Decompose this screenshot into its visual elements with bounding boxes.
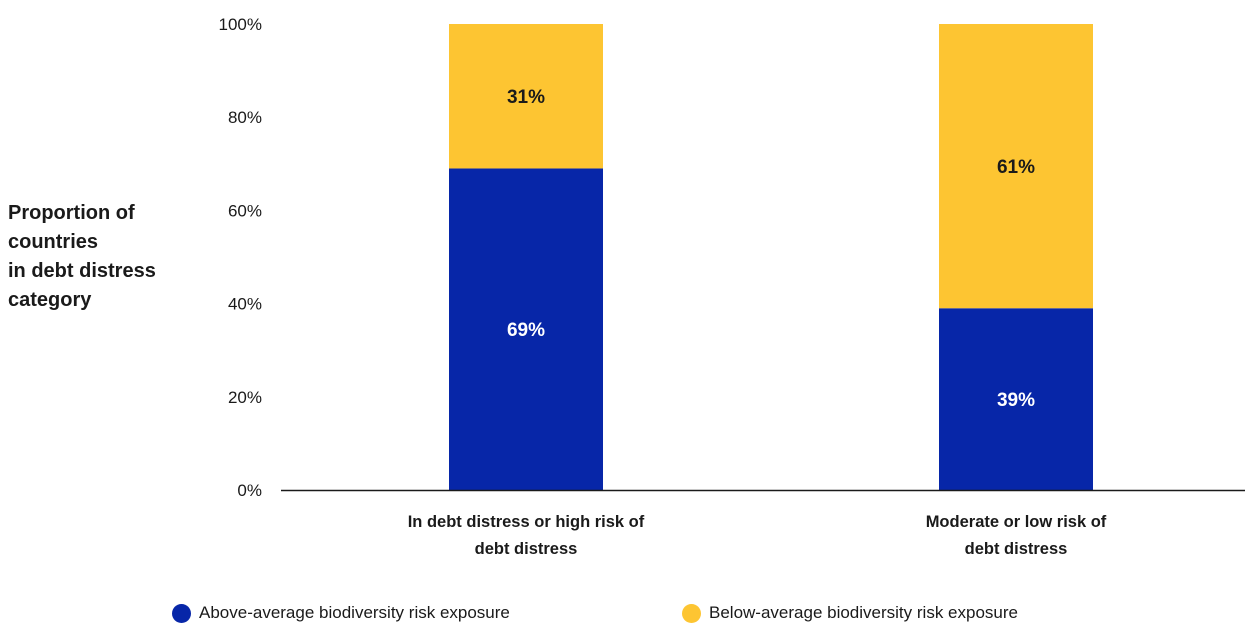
y-axis-label: Proportion of countries in debt distress… (8, 199, 198, 315)
legend: Above-average biodiversity risk exposure… (0, 603, 1257, 627)
x-category-label: debt distress (965, 540, 1068, 558)
legend-label: Above-average biodiversity risk exposure (199, 603, 510, 622)
y-tick-label: 0% (237, 481, 262, 500)
legend-label: Below-average biodiversity risk exposure (709, 603, 1018, 622)
y-tick-label: 100% (219, 15, 262, 34)
bar-segment (449, 24, 603, 169)
y-axis-label-line: in debt distress (8, 260, 156, 282)
y-tick-label: 20% (228, 388, 262, 407)
bar-value-label: 39% (997, 390, 1035, 411)
y-tick-label: 40% (228, 295, 262, 314)
x-category-label: debt distress (475, 540, 578, 558)
y-axis-label-line: countries (8, 231, 99, 253)
y-tick-label: 80% (228, 108, 262, 127)
bar-segment (939, 24, 1093, 309)
legend-swatch-yellow-icon (682, 603, 701, 623)
x-category-label: In debt distress or high risk of (408, 513, 645, 531)
bar-value-label: 69% (507, 320, 545, 341)
bar-segment (939, 308, 1093, 490)
legend-item-above-average: Above-average biodiversity risk exposure (172, 603, 510, 623)
y-axis-label-line: Proportion of (8, 202, 135, 224)
x-category-label: Moderate or low risk of (926, 513, 1107, 531)
bar-value-label: 61% (997, 157, 1035, 178)
bar-segment (449, 168, 603, 490)
legend-swatch-blue-icon (172, 603, 191, 623)
y-tick-label: 60% (228, 201, 262, 220)
bar-value-label: 31% (507, 87, 545, 108)
legend-item-below-average: Below-average biodiversity risk exposure (682, 603, 1018, 623)
y-axis-label-line: category (8, 289, 92, 311)
stacked-bar-chart: 0% 20% 40% 60% 80% 100% 69% 31% In debt distress… (219, 15, 1245, 558)
